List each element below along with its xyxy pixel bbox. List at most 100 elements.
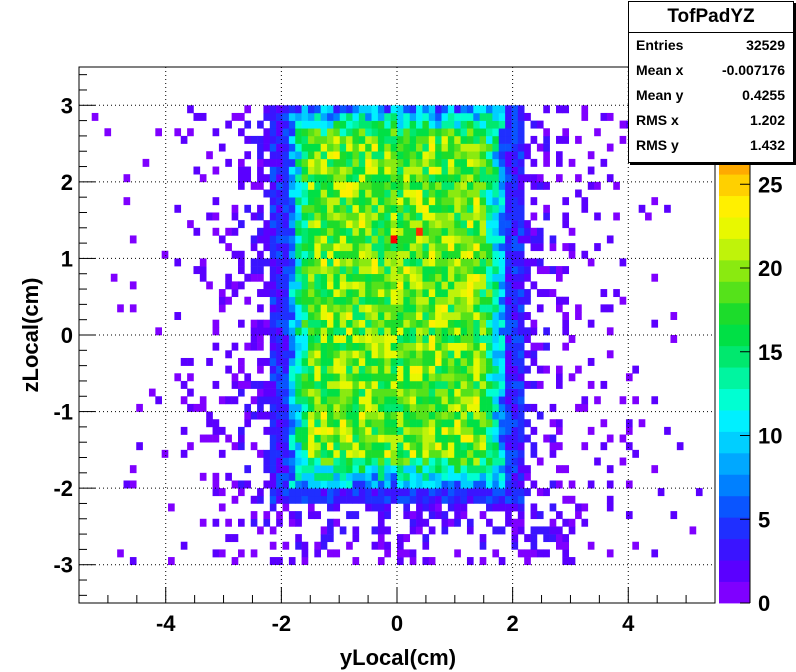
heatmap-cell (466, 419, 474, 428)
heatmap-cell (288, 403, 296, 412)
heatmap-cell (339, 472, 347, 481)
heatmap-cell (365, 235, 372, 244)
heatmap-cell (428, 449, 436, 458)
heatmap-cell (339, 457, 347, 466)
heatmap-cell (295, 128, 302, 137)
heatmap-cell (269, 250, 277, 259)
heatmap-cell (358, 335, 366, 343)
heatmap-cell (473, 181, 480, 190)
heatmap-cell (517, 442, 525, 451)
heatmap-cell (288, 243, 296, 252)
heatmap-cell (447, 357, 455, 366)
heatmap-cell (505, 495, 512, 504)
heatmap-cell (371, 304, 379, 313)
heatmap-cell (269, 488, 277, 497)
heatmap-cell (397, 296, 404, 305)
heatmap-cell (327, 227, 334, 236)
heatmap-cell (460, 197, 468, 206)
heatmap-cell (454, 135, 461, 144)
heatmap-cell (619, 457, 627, 466)
heatmap-cell (371, 120, 379, 129)
heatmap-cell (460, 181, 468, 190)
heatmap-cell (606, 112, 614, 121)
heatmap-cell (517, 518, 525, 527)
heatmap-cell (498, 189, 506, 198)
heatmap-cell (505, 472, 512, 481)
heatmap-cell (390, 419, 398, 428)
heatmap-cell (492, 105, 500, 114)
heatmap-cell (307, 465, 315, 474)
heatmap-cell (307, 166, 315, 175)
heatmap-cell (530, 212, 538, 221)
heatmap-cell (358, 112, 366, 121)
heatmap-cell (231, 342, 239, 351)
heatmap-cell (505, 503, 512, 512)
heatmap-cell (365, 220, 372, 229)
heatmap-cell (409, 266, 417, 275)
heatmap-cell (511, 243, 519, 252)
heatmap-cell (498, 442, 506, 451)
heatmap-cell (486, 281, 493, 290)
heatmap-cell (505, 365, 512, 374)
heatmap-cell (447, 273, 455, 282)
heatmap-cell (199, 174, 207, 183)
heatmap-cell (454, 419, 461, 428)
heatmap-cell (524, 312, 531, 320)
heatmap-cell (549, 503, 557, 512)
heatmap-cell (307, 380, 315, 389)
heatmap-cell (333, 411, 341, 420)
heatmap-cell (276, 350, 283, 359)
heatmap-cell (307, 403, 315, 412)
heatmap-cell (517, 289, 525, 298)
heatmap-cell (333, 227, 341, 236)
heatmap-cell (587, 258, 595, 267)
heatmap-cell (473, 335, 480, 343)
heatmap-cell (454, 426, 461, 435)
heatmap-cell (447, 158, 455, 167)
heatmap-cell (333, 480, 341, 489)
heatmap-cell (276, 143, 283, 152)
heatmap-cell (333, 258, 341, 267)
heatmap-cell (447, 250, 455, 259)
heatmap-cell (307, 105, 315, 114)
heatmap-cell (295, 495, 302, 504)
heatmap-cell (511, 488, 519, 497)
heatmap-cell (505, 335, 512, 343)
heatmap-cell (295, 166, 302, 175)
heatmap-cell (333, 243, 341, 252)
heatmap-cell (447, 220, 455, 229)
heatmap-cell (479, 319, 487, 328)
heatmap-cell (384, 143, 391, 152)
heatmap-cell (435, 488, 442, 497)
heatmap-cell (409, 526, 417, 535)
heatmap-cell (327, 503, 334, 512)
heatmap-cell (352, 411, 360, 420)
heatmap-cell (377, 357, 385, 366)
heatmap-cell (511, 235, 519, 244)
heatmap-cell (365, 396, 372, 405)
heatmap-cell (377, 472, 385, 481)
heatmap-cell (530, 319, 538, 328)
heatmap-cell (422, 250, 430, 259)
heatmap-cell (460, 396, 468, 405)
heatmap-cell (288, 335, 296, 343)
heatmap-cell (358, 312, 366, 320)
heatmap-cell (333, 350, 341, 359)
heatmap-cell (358, 411, 366, 420)
heatmap-cell (498, 296, 506, 305)
heatmap-cell (282, 235, 290, 244)
heatmap-cell (269, 442, 277, 451)
heatmap-cell (466, 235, 474, 244)
heatmap-cell (333, 419, 341, 428)
heatmap-cell (301, 312, 309, 320)
heatmap-cell (212, 197, 220, 206)
heatmap-cell (136, 403, 143, 412)
heatmap-cell (320, 403, 328, 412)
heatmap-cell (460, 304, 468, 313)
heatmap-cell (397, 266, 404, 275)
stats-label: RMS x (636, 112, 679, 128)
heatmap-cell (371, 312, 379, 320)
heatmap-cell (409, 327, 417, 336)
heatmap-cell (365, 388, 372, 397)
heatmap-cell (492, 327, 500, 336)
